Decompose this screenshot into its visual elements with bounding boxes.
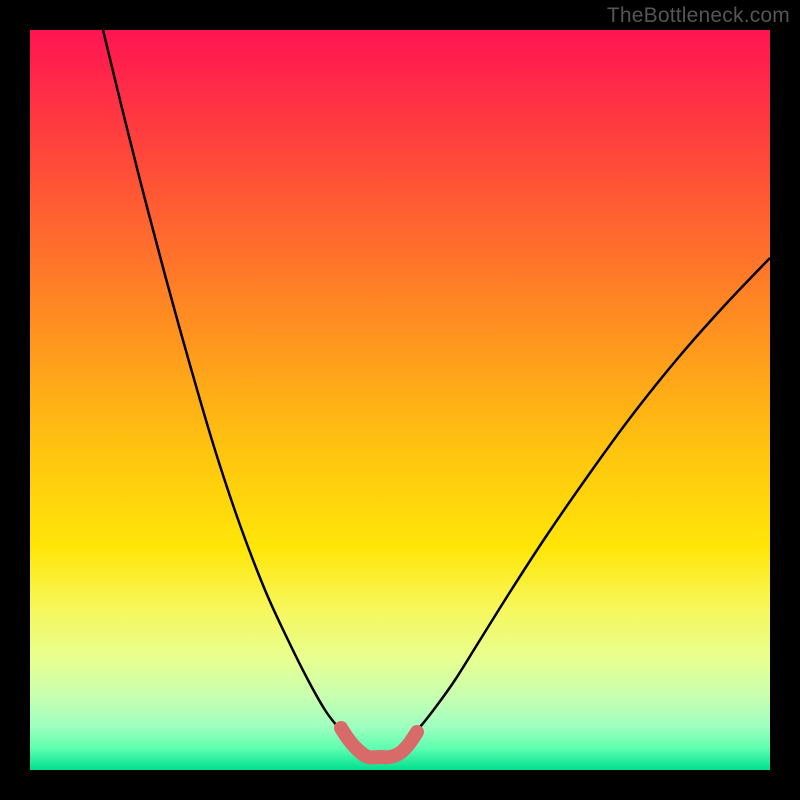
- watermark-text: TheBottleneck.com: [607, 4, 790, 28]
- bottleneck-curve-chart: [30, 30, 770, 770]
- chart-plot-area: [30, 30, 770, 770]
- gradient-background: [30, 30, 770, 770]
